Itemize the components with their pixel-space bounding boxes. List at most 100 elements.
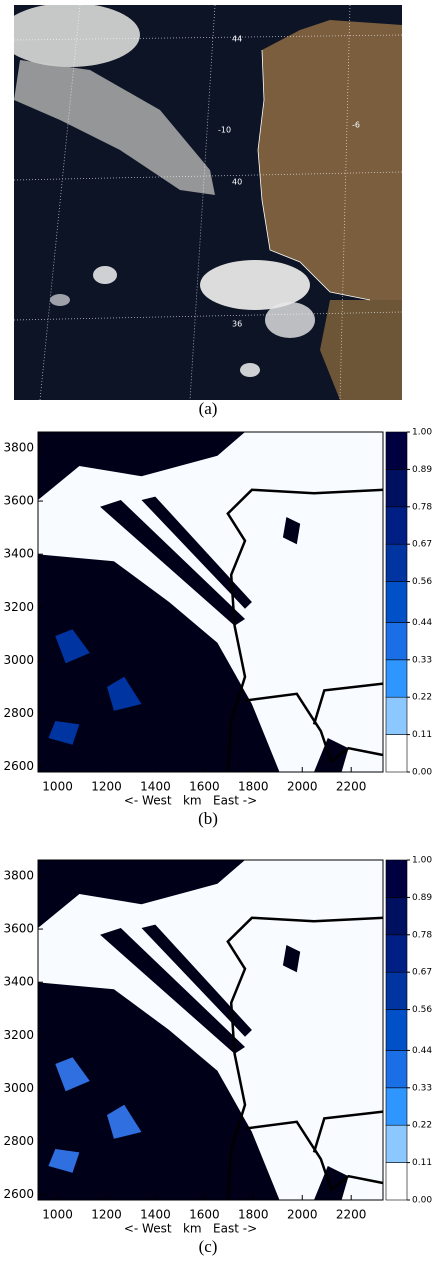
colorbar-cell: [385, 622, 408, 661]
y-tick-label: 2800: [3, 706, 34, 720]
low-value-region: [141, 496, 252, 609]
satellite-image: [14, 5, 402, 400]
y-tick-label: 3200: [3, 1028, 34, 1042]
low-value-region: [100, 500, 245, 626]
x-tick-label: 1600: [189, 1208, 220, 1222]
colorbar-tick-label: 0.89: [412, 893, 432, 903]
caption: (a): [199, 399, 218, 418]
low-value-region: [100, 928, 245, 1054]
y-tick-label: 3200: [3, 600, 34, 614]
x-tick-label: 1200: [91, 780, 122, 794]
low-value-region: [282, 517, 301, 545]
x-tick-label: 2000: [287, 780, 318, 794]
colorbar-tick-label: 1.00: [412, 428, 432, 438]
colorbar-tick-label: 0.67: [412, 540, 432, 550]
colorbar-cell: [385, 543, 408, 582]
x-axis-label: <- West km East ->: [124, 794, 257, 808]
colorbar-tick-label: 0.44: [412, 1046, 432, 1056]
low-value-region: [141, 924, 252, 1037]
caption: (c): [199, 1237, 218, 1256]
x-tick-label: 1600: [189, 780, 220, 794]
coastline: [244, 1120, 384, 1192]
y-tick-label: 2800: [3, 1134, 34, 1148]
colorbar-cell: [385, 1009, 408, 1051]
plot-frame: [37, 859, 384, 1201]
x-tick-label: 2000: [287, 1208, 318, 1222]
colorbar-tick-label: 0.00: [412, 768, 432, 778]
low-value-region: [38, 860, 245, 928]
low-value-region: [314, 1166, 349, 1200]
colorbar-tick-label: 0.11: [412, 730, 432, 740]
mid-value-region: [48, 1149, 80, 1173]
map-plot: [37, 431, 384, 773]
colorbar-tick-label: 0.22: [412, 693, 432, 703]
colorbar-cell: [385, 581, 408, 623]
y-tick-label: 3400: [3, 975, 34, 989]
y-tick-label: 3600: [3, 494, 34, 508]
y-tick-label: 2600: [3, 759, 34, 773]
x-tick-label: 1800: [238, 1208, 269, 1222]
colorbar-cell: [385, 1124, 408, 1163]
x-tick-label: 1800: [238, 780, 269, 794]
colorbar-tick-label: 0.56: [412, 577, 432, 587]
colorbar-cell: [385, 734, 408, 773]
y-tick-label: 3000: [3, 653, 34, 667]
low-value-region: [314, 738, 349, 772]
colorbar-tick-label: 0.11: [412, 1158, 432, 1168]
coastline: [244, 692, 384, 764]
mid-value-region: [55, 1057, 90, 1092]
colorbar-tick-label: 0.44: [412, 618, 432, 628]
plot-frame: [37, 431, 384, 773]
x-tick-label: 1400: [140, 1208, 171, 1222]
colorbar-tick-label: 1.00: [412, 856, 432, 866]
y-tick-label: 3000: [3, 1081, 34, 1095]
coastline: [312, 682, 384, 725]
coastline: [226, 488, 384, 773]
coastline: [312, 1110, 384, 1153]
x-tick-label: 2200: [336, 780, 367, 794]
colorbar-cell: [385, 971, 408, 1010]
colorbar-tick-label: 0.00: [412, 1196, 432, 1206]
y-tick-label: 2600: [3, 1187, 34, 1201]
colorbar-tick-label: 0.78: [412, 502, 432, 512]
colorbar-cell: [385, 506, 408, 545]
mid-value-region: [107, 676, 142, 711]
colorbar-tick-label: 0.78: [412, 930, 432, 940]
colorbar-tick-label: 0.33: [412, 655, 432, 665]
x-tick-label: 1000: [42, 780, 73, 794]
colorbar-tick-label: 0.56: [412, 1005, 432, 1015]
x-tick-label: 1200: [91, 1208, 122, 1222]
mid-value-region: [48, 721, 80, 745]
colorbar-tick-label: 0.67: [412, 968, 432, 978]
x-axis-label: <- West km East ->: [124, 1222, 257, 1236]
y-tick-label: 3800: [3, 868, 34, 882]
mid-value-region: [55, 629, 90, 664]
coastline: [226, 916, 384, 1201]
colorbar-tick-label: 0.89: [412, 465, 432, 475]
low-value-region: [38, 982, 280, 1200]
colorbar-cell: [385, 469, 408, 508]
colorbar-cell: [385, 897, 408, 936]
x-tick-label: 2200: [336, 1208, 367, 1222]
mid-value-region: [107, 1104, 142, 1139]
colorbar-tick-label: 0.33: [412, 1083, 432, 1093]
low-value-region: [282, 945, 301, 973]
colorbar-cell: [385, 859, 408, 898]
image-label: 36: [232, 320, 242, 329]
colorbar-cell: [385, 659, 408, 698]
colorbar-cell: [385, 1087, 408, 1126]
low-value-region: [38, 432, 245, 500]
low-value-region: [38, 554, 280, 772]
colorbar-cell: [385, 934, 408, 973]
image-label: 40: [232, 178, 242, 187]
image-label: -10: [218, 126, 231, 135]
x-tick-label: 1000: [42, 1208, 73, 1222]
image-label: -6: [352, 121, 360, 130]
colorbar-cell: [385, 1050, 408, 1089]
colorbar-cell: [385, 431, 408, 470]
y-tick-label: 3800: [3, 440, 34, 454]
colorbar-tick-label: 0.22: [412, 1121, 432, 1131]
x-tick-label: 1400: [140, 780, 171, 794]
map-plot: [37, 859, 384, 1201]
